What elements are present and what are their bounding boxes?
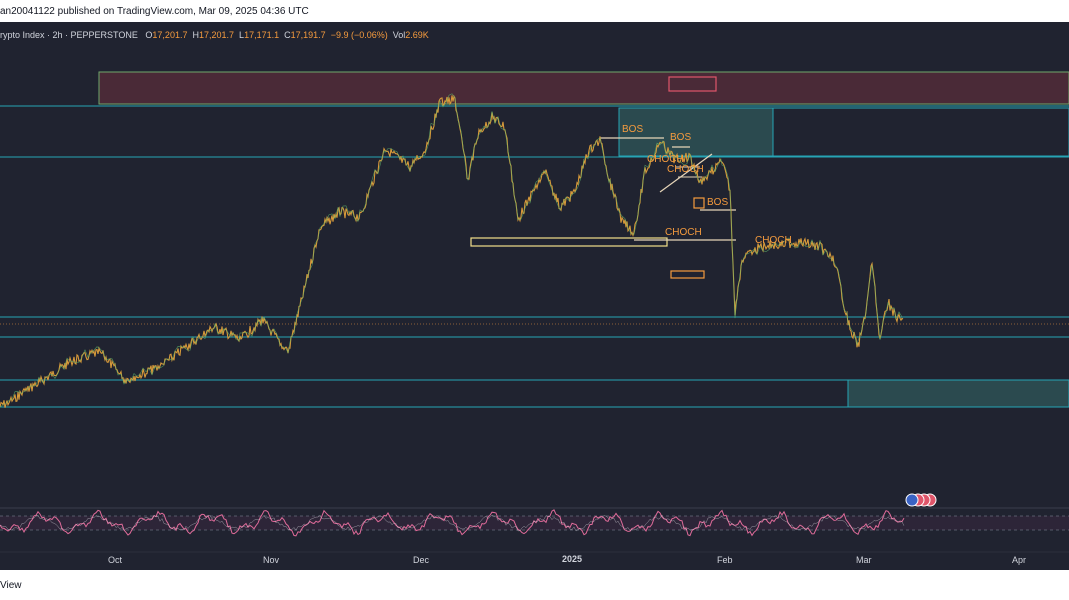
- demand-zone-lower: [847, 379, 1069, 408]
- rsi-series-white: [0, 514, 905, 532]
- choch-label-2: CHOCH: [755, 235, 792, 246]
- chart-area[interactable]: BOS BOS CHOCH CHOCH BOS CHOCH CHOCH Oct …: [0, 22, 1069, 570]
- x-tick-nov: Nov: [263, 555, 280, 565]
- low-label: L: [239, 30, 245, 40]
- supply-zone-marker: [668, 76, 717, 92]
- close-value: 17,191.7: [290, 30, 326, 40]
- symbol-legend: rypto Index · 2h · PEPPERSTONE O17,201.7…: [0, 30, 429, 40]
- x-tick-dec: Dec: [413, 555, 430, 565]
- price-series: [0, 94, 904, 408]
- x-tick-oct: Oct: [108, 555, 123, 565]
- choch-demand-box: [470, 237, 668, 247]
- price-chart-svg[interactable]: BOS BOS CHOCH CHOCH BOS CHOCH CHOCH Oct …: [0, 22, 1069, 570]
- bos-small-box: [693, 197, 705, 209]
- footer-brand[interactable]: View: [0, 580, 22, 591]
- publish-info: an20041122 published on TradingView.com,…: [0, 6, 309, 17]
- fvg-box: [670, 270, 705, 279]
- change-value: −9.9 (−0.06%): [330, 30, 388, 40]
- choch-label-1: CHOCH: [665, 227, 702, 238]
- x-tick-mar: Mar: [856, 555, 872, 565]
- symbol-name: rypto Index · 2h · PEPPERSTONE: [0, 30, 138, 40]
- footer-bar: View: [0, 570, 1069, 600]
- low-value: 17,171.1: [244, 30, 280, 40]
- bos-label-1: BOS: [622, 124, 643, 135]
- close-label: C: [284, 30, 291, 40]
- rsi-series: [0, 509, 905, 537]
- x-tick-2025: 2025: [562, 554, 582, 564]
- order-block-zone-right: [772, 107, 1069, 157]
- publish-header: an20041122 published on TradingView.com,…: [0, 0, 1069, 22]
- choch-overlap-label-1: CHOCH: [647, 154, 684, 165]
- vol-value: 2.69K: [405, 30, 429, 40]
- open-label: O: [145, 30, 153, 40]
- x-tick-apr: Apr: [1012, 555, 1026, 565]
- open-value: 17,201.7: [152, 30, 188, 40]
- high-label: H: [192, 30, 199, 40]
- price-series-green: [0, 93, 903, 408]
- events-flag-icon[interactable]: [905, 493, 937, 507]
- diagonal-line: [659, 153, 713, 193]
- high-value: 17,201.7: [198, 30, 235, 40]
- supply-zone: [98, 71, 1069, 105]
- x-tick-feb: Feb: [717, 555, 733, 565]
- choch-overlap-label-2: CHOCH: [667, 164, 704, 175]
- bos-label-2: BOS: [670, 132, 691, 143]
- vol-label: Vol: [392, 30, 406, 40]
- bos-label-3: BOS: [707, 197, 728, 208]
- order-block-zone: [618, 107, 774, 157]
- rsi-band: [0, 516, 1069, 530]
